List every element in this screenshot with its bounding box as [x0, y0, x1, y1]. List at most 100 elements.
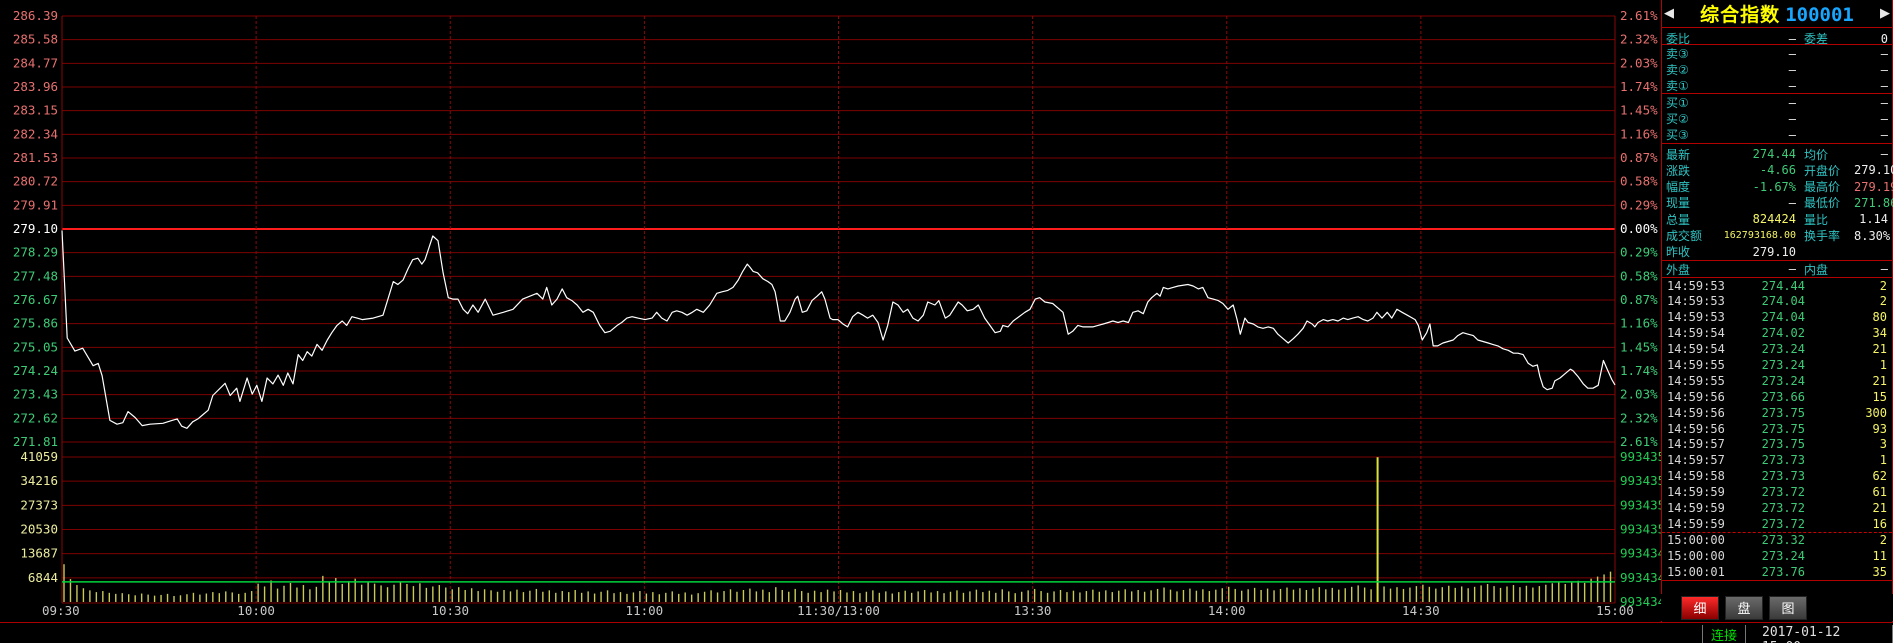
ask-levels: 卖③ — — 卖② — — 卖① — — — [1662, 45, 1892, 95]
time-axis-label: 11:00 — [626, 603, 664, 618]
tick-price: 273.76 — [1761, 564, 1805, 579]
volume-right-axis-label: 9934351 — [1620, 497, 1662, 512]
volume-right-axis-label: 9934353 — [1620, 449, 1662, 464]
outer-inner-lot-row: 外盘 — 内盘 — — [1662, 261, 1892, 278]
tick-row: 14:59:57 273.73 1 — [1662, 452, 1892, 468]
stat-label: 现量 — [1666, 196, 1691, 211]
stat-value: -1.67% — [1752, 179, 1796, 194]
percent-axis-label: 2.32% — [1620, 32, 1658, 47]
percent-axis-label: 1.16% — [1620, 126, 1658, 141]
price-axis-label: 274.24 — [13, 363, 58, 378]
volume-axis-label: 13687 — [20, 546, 58, 561]
time-axis-label: 10:30 — [431, 603, 469, 618]
order-price: — — [1788, 95, 1796, 110]
tick-price: 273.24 — [1761, 548, 1805, 563]
stat-value: 271.86 — [1854, 195, 1893, 210]
stat-value: — — [1880, 147, 1888, 162]
tick-volume: 34 — [1872, 326, 1887, 341]
tick-price: 273.73 — [1761, 469, 1805, 484]
volume-axis-label: 27373 — [20, 497, 58, 512]
tick-list[interactable]: 14:59:53 274.44 2 14:59:53 274.04 2 14:59:… — [1662, 278, 1892, 581]
weicha-value: 0 — [1880, 31, 1888, 46]
tick-volume: 300 — [1865, 405, 1887, 420]
weibi-label: 委比 — [1666, 32, 1691, 46]
order-price: — — [1788, 127, 1796, 142]
instrument-name: 综合指数 — [1700, 4, 1781, 26]
percent-axis-label: 1.16% — [1620, 316, 1658, 331]
tick-time: 14:59:54 — [1667, 326, 1725, 341]
tick-price: 273.24 — [1761, 358, 1805, 373]
volume-axis-label: 34216 — [20, 473, 58, 488]
stat-label: 开盘价 — [1804, 163, 1841, 178]
tick-price: 273.66 — [1761, 389, 1805, 404]
bid-level-row: 买② — — — [1662, 110, 1892, 127]
percent-axis-label: 2.61% — [1620, 434, 1658, 449]
percent-axis-label: 0.58% — [1620, 268, 1658, 283]
stat-row: 昨收 279.10 — [1662, 243, 1892, 260]
tick-volume: 1 — [1879, 453, 1887, 468]
connection-status: 连接 — [1702, 625, 1747, 643]
percent-axis-label: 0.87% — [1620, 150, 1658, 165]
stat-label: 换手率 — [1804, 229, 1841, 244]
stat-label: 总量 — [1666, 212, 1691, 227]
weibi-row: 委比 — 委差 0 — [1662, 28, 1892, 46]
order-level-label: 卖① — [1666, 79, 1689, 94]
tick-time: 14:59:53 — [1667, 294, 1725, 309]
tick-volume: 11 — [1872, 548, 1887, 563]
tick-time: 14:59:57 — [1667, 453, 1725, 468]
stat-value: 1.14 — [1859, 212, 1888, 227]
order-price: — — [1788, 62, 1796, 77]
volume-right-axis-label: 9934348 — [1620, 570, 1662, 585]
price-axis-label: 281.53 — [13, 150, 58, 165]
tick-row: 14:59:54 273.24 21 — [1662, 341, 1892, 357]
status-datetime: 2017-01-12 15:00 — [1762, 625, 1893, 643]
order-volume: — — [1880, 78, 1888, 93]
order-volume: — — [1880, 62, 1888, 77]
prev-instrument-arrow-icon[interactable]: ◀ — [1664, 6, 1674, 21]
panel-tab-bar: 细 盘 图 — [1661, 594, 1893, 621]
tick-time: 15:00:00 — [1667, 548, 1725, 563]
tab-order-book[interactable]: 盘 — [1725, 595, 1763, 620]
tick-time: 14:59:55 — [1667, 358, 1725, 373]
price-axis-label: 279.91 — [13, 197, 58, 212]
tab-tick-detail[interactable]: 细 — [1681, 595, 1719, 620]
price-axis-label: 272.62 — [13, 410, 58, 425]
status-bar: 连接 2017-01-12 15:00 — [0, 622, 1893, 643]
time-axis-label: 10:00 — [237, 603, 275, 618]
tick-time: 14:59:56 — [1667, 405, 1725, 420]
stat-label: 最新 — [1666, 147, 1691, 162]
tick-time: 14:59:54 — [1667, 342, 1725, 357]
stat-label: 量比 — [1804, 212, 1829, 227]
order-volume: — — [1880, 95, 1888, 110]
tick-row: 14:59:55 273.24 21 — [1662, 373, 1892, 389]
quote-panel: ◀ 综合指数 100001 ▶ 委比 — 委差 0 卖③ — — 卖② — — 卖①… — [1661, 0, 1893, 622]
tick-volume: 15 — [1872, 389, 1887, 404]
order-level-label: 卖③ — [1666, 47, 1689, 61]
stat-value: 8.30% — [1854, 228, 1891, 243]
intraday-chart-canvas[interactable]: 286.39 2.61% 285.58 2.32% 284.77 2.03% 283.96 1… — [0, 0, 1662, 643]
price-axis-label: 285.58 — [13, 32, 58, 47]
tick-price: 273.72 — [1761, 485, 1805, 500]
order-volume: — — [1880, 111, 1888, 126]
stat-value: 274.44 — [1752, 147, 1796, 162]
tick-time: 15:00:00 — [1667, 533, 1725, 548]
price-axis-label: 273.43 — [13, 387, 58, 402]
weicha-label: 委差 — [1804, 32, 1829, 46]
bid-level-row: 买① — — — [1662, 94, 1892, 111]
tick-price: 273.75 — [1761, 437, 1805, 452]
price-axis-label: 278.29 — [13, 245, 58, 260]
tick-time: 14:59:59 — [1667, 516, 1725, 531]
percent-axis-label: 0.29% — [1620, 197, 1658, 212]
tick-row: 14:59:56 273.75 300 — [1662, 405, 1892, 421]
tick-price: 274.04 — [1761, 294, 1805, 309]
tab-chart[interactable]: 图 — [1769, 595, 1807, 620]
tick-row: 14:59:53 274.04 2 — [1662, 294, 1892, 310]
order-price: — — [1788, 111, 1796, 126]
price-axis-label: 276.67 — [13, 292, 58, 307]
next-instrument-arrow-icon[interactable]: ▶ — [1880, 6, 1890, 21]
percent-axis-label: 1.74% — [1620, 363, 1658, 378]
stat-value: 162793168.00 — [1723, 230, 1796, 242]
price-axis-label: 282.34 — [13, 126, 58, 141]
inner-lot-label: 内盘 — [1804, 262, 1829, 277]
